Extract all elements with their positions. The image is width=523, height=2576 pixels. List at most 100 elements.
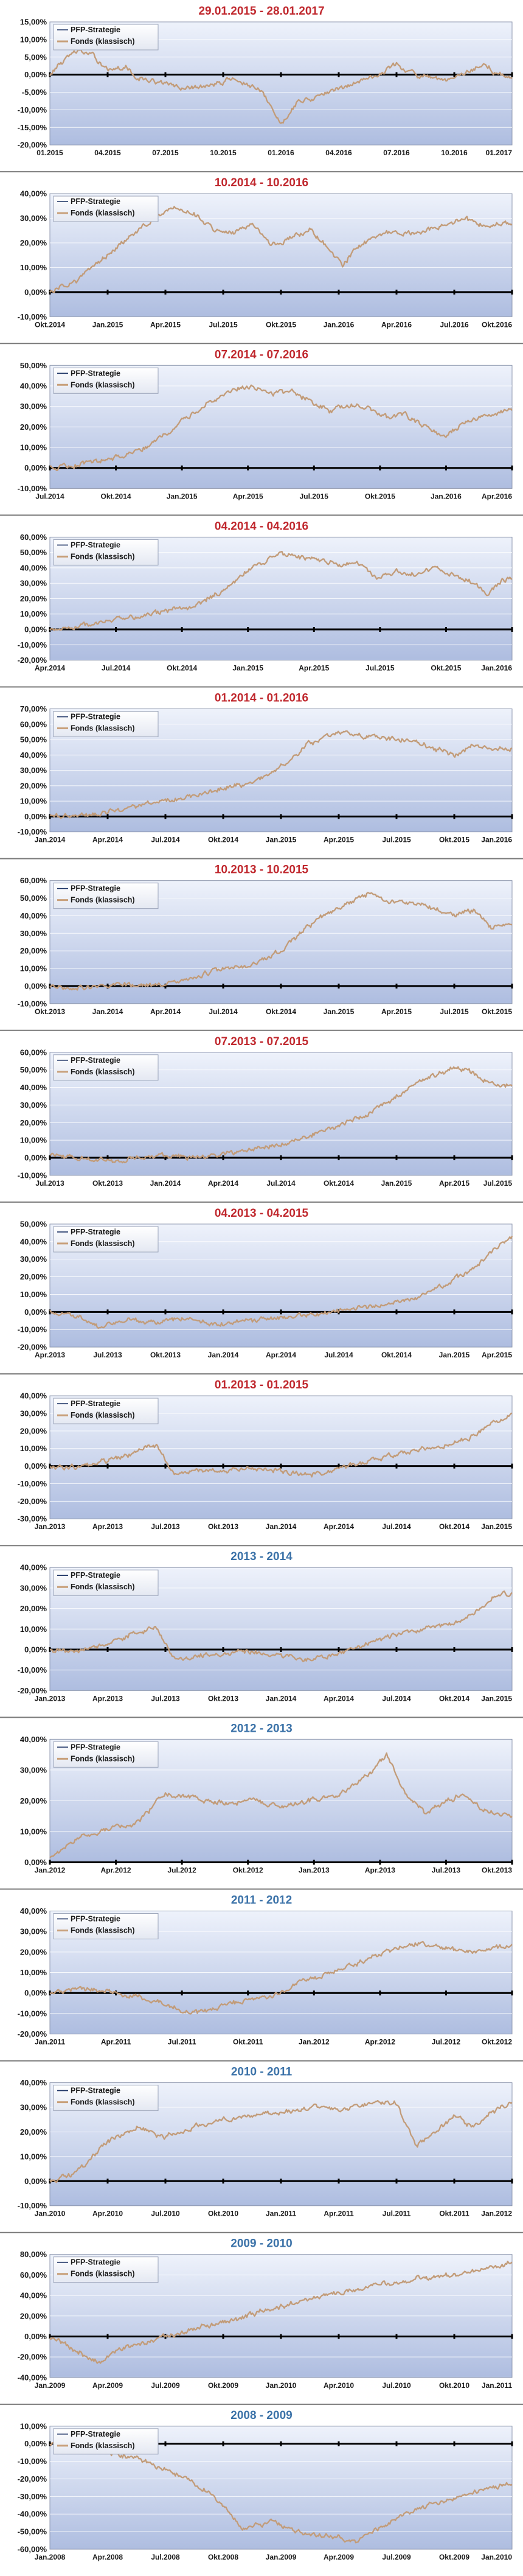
y-tick-label: -10,00%: [18, 999, 47, 1008]
x-tick-label: Jan.2015: [381, 1179, 412, 1188]
y-tick-label: 10,00%: [20, 35, 47, 44]
series-line-fonds-klassisch: [49, 1066, 513, 1164]
x-tick-label: Jul.2009: [382, 2553, 411, 2561]
x-tick-label: 10.2016: [441, 149, 468, 157]
x-tick-label: Apr.2015: [482, 1351, 512, 1359]
y-tick-label: 20,00%: [20, 1426, 47, 1435]
y-tick-label: 30,00%: [20, 214, 47, 223]
legend-label: PFP-Strategie: [71, 1228, 120, 1236]
legend-box: [53, 367, 159, 394]
x-tick-label: Jan.2015: [92, 320, 123, 329]
legend-box: [53, 539, 159, 565]
y-tick-label: 30,00%: [20, 579, 47, 588]
y-tick-label: 10,00%: [20, 1625, 47, 1634]
y-tick-label: 40,00%: [20, 751, 47, 760]
x-tick-label: Apr.2011: [324, 2210, 354, 2218]
x-tick-label: Jul.2013: [93, 1351, 122, 1359]
x-tick-label: Jul.2014: [151, 836, 180, 844]
y-tick-label: 30,00%: [20, 1255, 47, 1264]
x-tick-label: Okt.2013: [92, 1179, 123, 1188]
y-tick-label: -40,00%: [18, 2510, 47, 2519]
x-tick-label: Okt.2012: [233, 1866, 263, 1874]
y-tick-label: -10,00%: [18, 2009, 47, 2018]
y-tick-label: 40,00%: [20, 1237, 47, 1246]
x-tick-label: Jan.2014: [92, 1007, 123, 1016]
y-tick-label: 60,00%: [20, 876, 47, 885]
y-tick-label: 60,00%: [20, 533, 47, 542]
x-tick-label: Jan.2014: [35, 836, 66, 844]
legend-label: Fonds (klassisch): [71, 37, 135, 46]
x-tick-label: 04.2015: [94, 149, 121, 157]
chart-title: 2013 - 2014: [230, 1550, 293, 1563]
y-tick-label: 30,00%: [20, 1101, 47, 1110]
legend-label: Fonds (klassisch): [71, 552, 135, 561]
y-tick-label: 10,00%: [20, 609, 47, 618]
x-tick-label: Apr.2015: [439, 1179, 469, 1188]
chart-title: 2012 - 2013: [230, 1722, 292, 1735]
x-tick-label: Apr.2015: [150, 320, 181, 329]
y-tick-label: 10,00%: [20, 1136, 47, 1145]
chart-title: 29.01.2015 - 28.01.2017: [198, 5, 324, 18]
series-line-fonds-klassisch: [49, 1752, 513, 1858]
y-tick-label: 20,00%: [20, 781, 47, 790]
y-tick-label: 0,00%: [24, 463, 47, 472]
y-tick-label: 20,00%: [20, 1796, 47, 1805]
x-tick-label: Okt.2014: [35, 320, 65, 329]
x-tick-label: Jul.2010: [151, 2210, 180, 2218]
x-tick-label: Apr.2014: [150, 1007, 181, 1016]
chart-title: 2010 - 2011: [231, 2066, 293, 2079]
chart-title: 07.2014 - 07.2016: [215, 348, 308, 361]
chart-title: 2008 - 2009: [230, 2409, 292, 2422]
y-tick-label: 70,00%: [20, 704, 47, 713]
y-tick-label: -20,00%: [18, 1686, 47, 1695]
x-tick-label: Jan.2014: [266, 1694, 297, 1703]
chart-title: 2009 - 2010: [230, 2238, 292, 2250]
legend-box: [53, 1569, 159, 1596]
legend-label: PFP-Strategie: [71, 1399, 120, 1408]
y-tick-label: 40,00%: [20, 1563, 47, 1572]
x-tick-label: Jul.2011: [168, 2038, 196, 2046]
series-line-fonds-klassisch: [49, 2441, 513, 2544]
x-tick-label: Okt.2010: [439, 2381, 469, 2390]
x-tick-label: Apr.2008: [92, 2553, 123, 2561]
y-tick-label: -15,00%: [18, 123, 47, 132]
x-tick-label: Jul.2014: [382, 1694, 411, 1703]
legend-box: [53, 1226, 159, 1253]
legend-box: [53, 24, 159, 51]
y-tick-label: 60,00%: [20, 2270, 47, 2280]
legend-box: [53, 195, 159, 222]
x-tick-label: Jul.2013: [432, 1866, 461, 1874]
legend-box: [53, 2085, 159, 2112]
y-tick-label: 10,00%: [20, 1968, 47, 1977]
x-tick-label: 10.2015: [210, 149, 237, 157]
chart-panel: 01.2013 - 01.2015 40,00% 30,00% 20,00% 10,00…: [0, 1373, 523, 1545]
y-tick-label: 0,00%: [24, 1153, 47, 1163]
x-tick-label: Jan.2011: [482, 2381, 512, 2390]
legend-label: Fonds (klassisch): [71, 724, 135, 733]
legend-label: Fonds (klassisch): [71, 896, 135, 905]
y-tick-label: 5,00%: [24, 52, 47, 61]
x-tick-label: Okt.2012: [482, 2038, 512, 2046]
legend-label: PFP-Strategie: [71, 541, 120, 549]
y-tick-label: 20,00%: [20, 2127, 47, 2137]
y-tick-label: 30,00%: [20, 929, 47, 938]
x-tick-label: Jan.2013: [299, 1866, 330, 1874]
legend-label: PFP-Strategie: [71, 1571, 120, 1580]
series-line-fonds-klassisch: [49, 1236, 513, 1329]
y-tick-label: 10,00%: [20, 1444, 47, 1453]
y-tick-label: 20,00%: [20, 947, 47, 956]
y-tick-label: 10,00%: [20, 2421, 47, 2431]
series-line-fonds-klassisch: [49, 48, 513, 124]
x-tick-label: Okt.2014: [381, 1351, 412, 1359]
y-tick-label: 20,00%: [20, 1118, 47, 1127]
x-tick-label: Jan.2011: [266, 2210, 296, 2218]
x-tick-label: Apr.2014: [35, 664, 65, 673]
y-tick-label: 40,00%: [20, 911, 47, 920]
y-tick-label: 0,00%: [24, 70, 47, 79]
y-tick-label: -10,00%: [18, 827, 47, 836]
y-tick-label: 0,00%: [24, 812, 47, 821]
y-tick-label: -10,00%: [18, 640, 47, 649]
x-tick-label: Jul.2014: [266, 1179, 296, 1188]
chart-panel: 10.2014 - 10.2016 40,00% 30,00% 20,00% 10,00…: [0, 171, 523, 343]
legend-box: [53, 1913, 159, 1939]
